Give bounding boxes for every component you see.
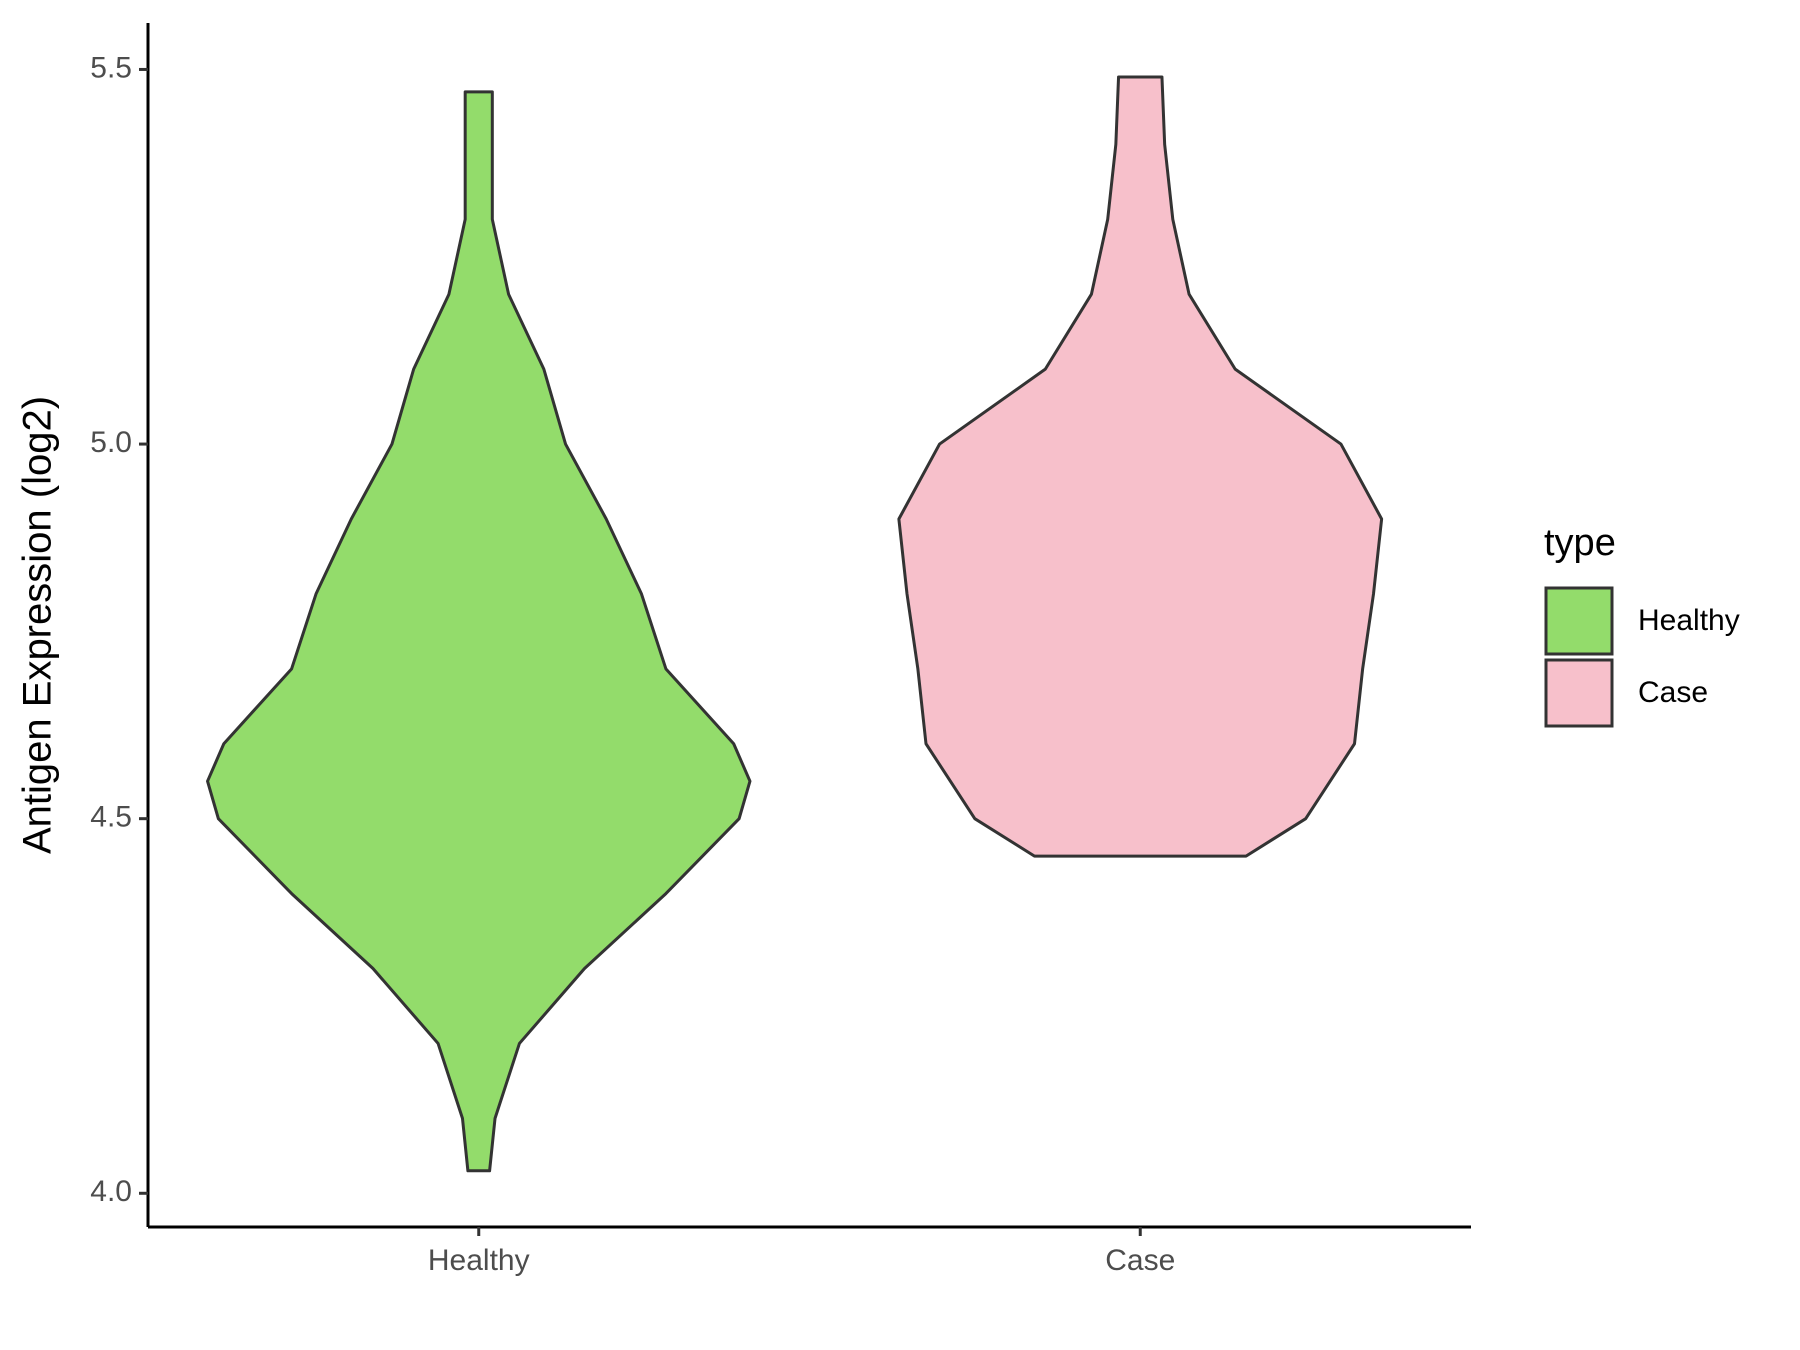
- y-tick-label: 5.0: [90, 426, 132, 459]
- violin: [897, 75, 1384, 858]
- legend-key: [1544, 658, 1614, 728]
- violin: [206, 90, 752, 1173]
- legend-label: Healthy: [1638, 604, 1740, 637]
- legend-key: [1544, 586, 1614, 656]
- y-tick-label: 5.5: [90, 51, 132, 84]
- y-tick-label: 4.5: [90, 801, 132, 834]
- y-axis-title: Antigen Expression (log2): [16, 396, 60, 854]
- legend-title: type: [1544, 522, 1616, 564]
- legend-label: Case: [1638, 676, 1708, 709]
- y-tick-label: 4.0: [90, 1175, 132, 1208]
- x-tick-label: Healthy: [428, 1244, 530, 1277]
- x-tick-label: Case: [1105, 1244, 1175, 1277]
